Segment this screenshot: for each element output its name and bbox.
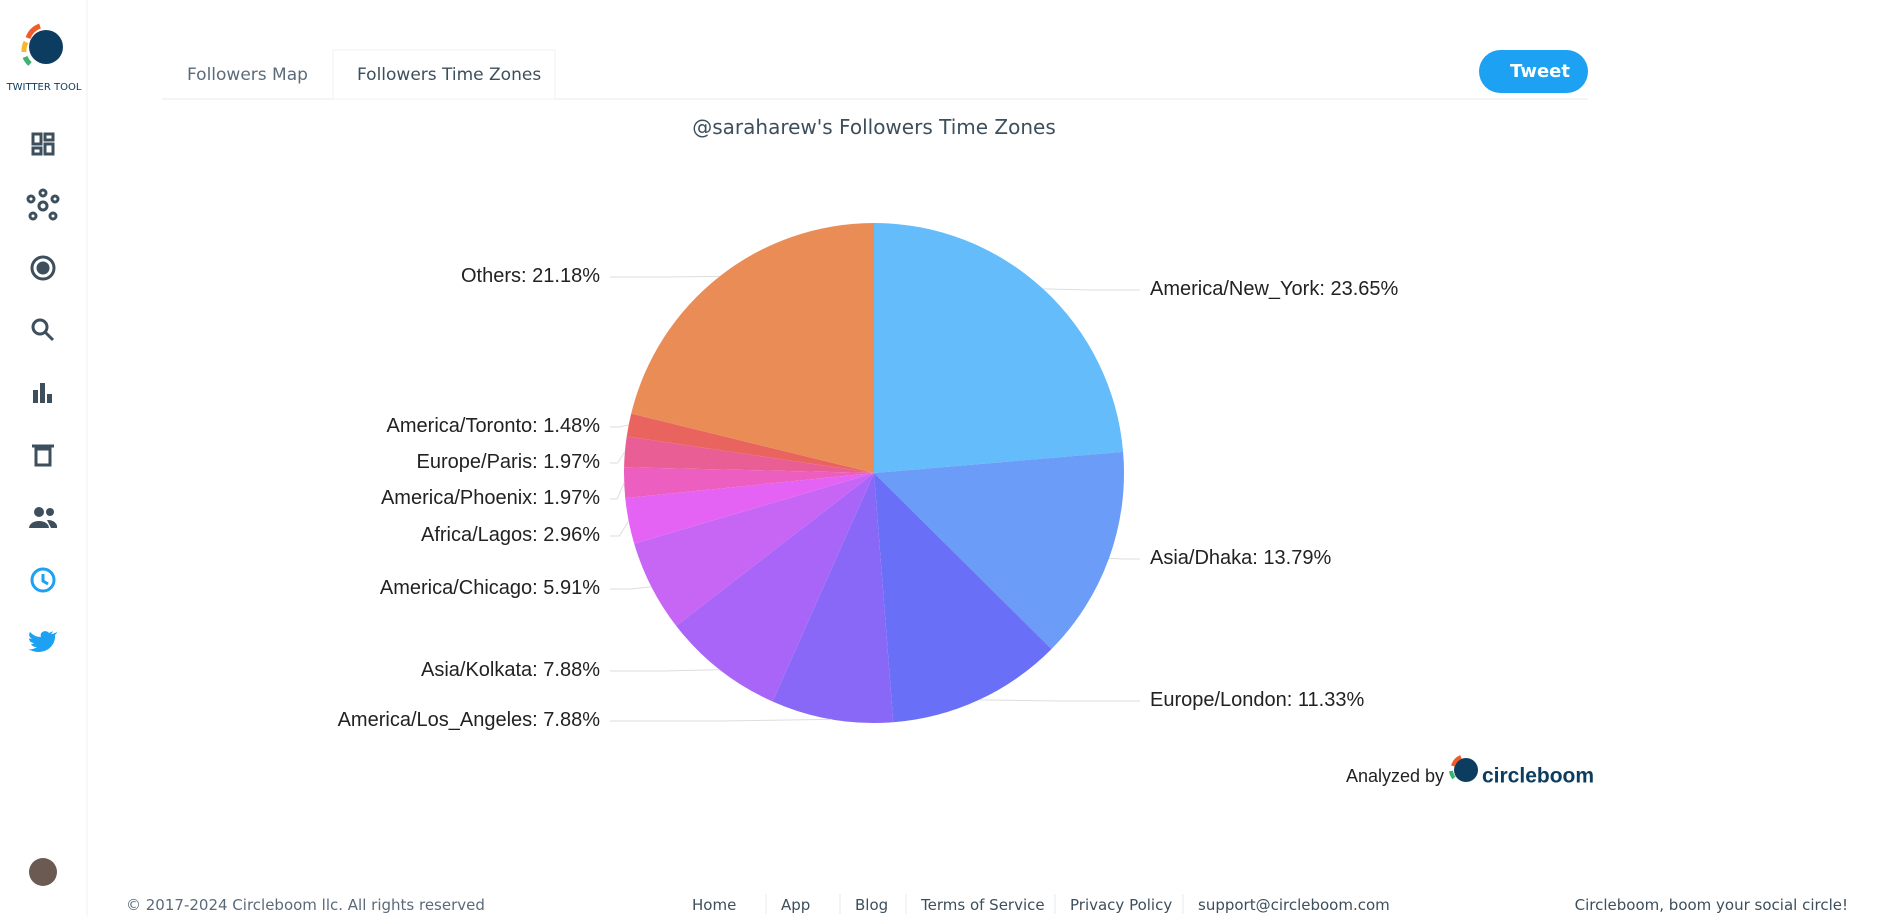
separator: : <box>532 659 543 681</box>
separator: : <box>532 709 543 731</box>
slice-category: America/New_York <box>1150 278 1320 300</box>
leader-line <box>610 424 629 428</box>
search-icon[interactable] <box>31 318 55 342</box>
footer-link[interactable]: Blog <box>855 896 888 914</box>
leader-line <box>1043 288 1140 291</box>
pie-slice <box>676 473 874 702</box>
dashboard-icon[interactable] <box>31 132 55 156</box>
slice-category: Asia/Dhaka <box>1150 547 1253 569</box>
slice-value: 11.33% <box>1298 689 1365 711</box>
slice-label: Asia/Dhaka: 13.79% <box>1150 547 1331 569</box>
separator: : <box>532 487 543 509</box>
slice-category: Asia/Kolkata <box>421 659 533 681</box>
pie-slice <box>625 473 874 544</box>
separator: : <box>521 265 532 287</box>
separator: : <box>532 524 543 546</box>
separator: : <box>532 577 543 599</box>
separator: : <box>532 451 543 473</box>
target-icon[interactable] <box>30 255 56 281</box>
tab-active[interactable]: Followers Time Zones <box>357 65 541 85</box>
separator: : <box>1319 278 1330 300</box>
network-icon[interactable] <box>26 188 60 221</box>
pie-slice <box>624 467 874 499</box>
slice-label: Others: 21.18% <box>461 265 600 287</box>
footer-link[interactable]: Privacy Policy <box>1070 896 1172 914</box>
slice-label: America/Chicago: 5.91% <box>380 577 600 599</box>
slice-category: America/Chicago <box>380 577 532 599</box>
footer-link[interactable]: Terms of Service <box>920 896 1045 914</box>
slice-category: America/Los_Angeles <box>338 709 533 731</box>
footer-link[interactable]: support@circleboom.com <box>1198 896 1390 914</box>
separator: : <box>532 415 543 437</box>
tweet-button[interactable] <box>1479 50 1588 93</box>
slice-label: America/Toronto: 1.48% <box>387 415 601 437</box>
slogan: Circleboom, boom your social circle! <box>1575 896 1848 914</box>
separator: : <box>1287 689 1298 711</box>
leader-line <box>978 699 1140 702</box>
slice-value: 1.48% <box>543 415 600 437</box>
pie-chart: America/New_York: 23.65% Asia/Dhaka: 13.7… <box>338 223 1399 731</box>
slice-value: 5.91% <box>543 577 600 599</box>
footer-links: Home App Blog Terms of Service Privacy Polic… <box>692 894 1390 914</box>
tab[interactable]: Followers Map <box>187 65 308 85</box>
slice-label: Europe/Paris: 1.97% <box>417 451 601 473</box>
tweet-button-label[interactable]: Tweet <box>1510 61 1570 82</box>
nav-icons <box>26 132 60 653</box>
slice-value: 21.18% <box>532 265 600 287</box>
leader-line <box>610 586 652 590</box>
slice-label: America/Los_Angeles: 7.88% <box>338 709 601 731</box>
slice-value: 7.88% <box>543 659 600 681</box>
pie-slice <box>634 473 874 626</box>
slice-value: 7.88% <box>543 709 600 731</box>
timezone-icon[interactable] <box>30 567 56 593</box>
slice-category: Europe/London <box>1150 689 1287 711</box>
circleboom-logo <box>1449 755 1478 782</box>
footer-link[interactable]: Home <box>692 896 736 914</box>
slice-label: Africa/Lagos: 2.96% <box>421 524 600 546</box>
twitter-icon[interactable] <box>28 631 57 653</box>
logo-text: circleboom <box>1482 765 1594 788</box>
pie-slice <box>874 451 1124 650</box>
leader-line <box>610 718 832 722</box>
slice-category: America/Phoenix <box>381 487 532 509</box>
leader-line <box>610 275 720 278</box>
pie-slice <box>772 473 894 723</box>
slice-value: 23.65% <box>1330 278 1398 300</box>
leader-line <box>1108 557 1140 560</box>
user-avatar[interactable] <box>29 858 57 886</box>
chart-title: @saraharew's Followers Time Zones <box>692 115 1056 139</box>
slice-label: Europe/London: 11.33% <box>1150 689 1364 711</box>
slice-value: 1.97% <box>543 487 600 509</box>
pie-slice <box>624 436 874 473</box>
slice-value: 1.97% <box>543 451 600 473</box>
leader-line <box>610 520 630 537</box>
slice-label: America/Phoenix: 1.97% <box>381 487 600 509</box>
slice-category: Europe/Paris <box>417 451 533 473</box>
pie-slice <box>626 413 874 473</box>
slice-label: America/New_York: 23.65% <box>1150 278 1399 300</box>
slice-label: Asia/Kolkata: 7.88% <box>421 659 600 681</box>
slice-category: Africa/Lagos <box>421 524 532 546</box>
leader-line <box>610 451 626 464</box>
brand-text: TWITTER TOOL <box>6 82 82 93</box>
analyzed-by: Analyzed by <box>1346 766 1444 786</box>
brand-logo <box>21 23 63 66</box>
leader-line <box>610 669 720 672</box>
stats-icon[interactable] <box>33 383 52 403</box>
users-icon[interactable] <box>29 507 58 528</box>
slice-value: 13.79% <box>1263 547 1331 569</box>
slice-category: Others <box>461 265 521 287</box>
delete-icon[interactable] <box>32 444 54 467</box>
pie-slice <box>874 223 1124 473</box>
leader-line <box>610 482 625 500</box>
active-tab-bg <box>332 49 556 100</box>
pie-slice <box>631 223 874 473</box>
copyright: © 2017-2024 Circleboom llc. All rights r… <box>126 896 485 914</box>
slice-category: America/Toronto <box>387 415 533 437</box>
pie-slice <box>874 473 1052 723</box>
slice-value: 2.96% <box>543 524 600 546</box>
footer-link[interactable]: App <box>781 896 810 914</box>
separator: : <box>1252 547 1263 569</box>
